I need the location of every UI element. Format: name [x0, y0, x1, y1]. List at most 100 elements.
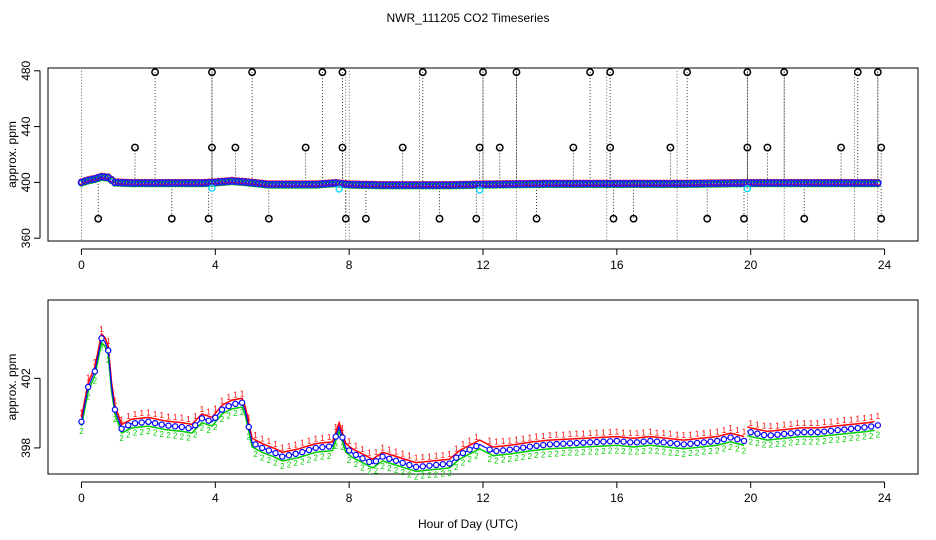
series-1-point: 1 — [347, 437, 352, 446]
series-1-point: 1 — [748, 419, 753, 428]
spike-mid-point — [837, 143, 845, 152]
series-3-point — [459, 449, 467, 457]
series-2-point: 2 — [193, 431, 198, 440]
series-2-point: 2 — [862, 433, 867, 442]
series-2-point: 2 — [682, 450, 687, 459]
spike-low-point — [94, 214, 103, 223]
series-1-point: 1 — [822, 418, 827, 427]
spike-mid-point — [763, 143, 772, 152]
series-3-point — [312, 444, 319, 452]
series-2-point: 2 — [655, 447, 660, 456]
baseline-point-blue — [874, 179, 882, 187]
series-1-point: 1 — [213, 404, 218, 413]
series-1-point: 1 — [494, 438, 499, 447]
series-3-point — [714, 437, 721, 445]
series-3-point — [787, 430, 795, 437]
series-2-point: 2 — [842, 435, 847, 444]
series-2-point: 2 — [200, 424, 205, 433]
spike-mid-point — [208, 143, 216, 152]
series-3-point — [171, 423, 179, 430]
series-1-point: 1 — [548, 431, 553, 440]
series-1-point: 1 — [655, 428, 660, 437]
spike-mid-point — [877, 143, 886, 152]
series-2-point: 2 — [802, 438, 807, 447]
spike-low-point — [435, 214, 444, 223]
series-2-point: 2 — [581, 448, 586, 457]
x-tick-label: 4 — [212, 491, 219, 505]
series-3-point — [352, 451, 360, 459]
series-1-point: 1 — [360, 445, 365, 454]
series-3-point — [566, 440, 574, 447]
series-1-point: 1 — [233, 390, 238, 399]
series-2-point: 2 — [474, 452, 479, 461]
series-1-point: 1 — [139, 409, 144, 418]
series-1-point: 1 — [93, 358, 98, 367]
series-2-point: 2 — [574, 448, 579, 457]
series-1-point: 1 — [387, 445, 392, 454]
series-3-point — [687, 440, 694, 447]
series-1-point: 1 — [501, 437, 506, 446]
series-1-point: 1 — [119, 415, 124, 424]
series-2-point: 2 — [755, 439, 760, 448]
series-3-point — [406, 461, 413, 469]
series-3-point — [299, 448, 306, 456]
spike-mid-point — [666, 143, 675, 152]
series-2-point: 2 — [635, 448, 640, 457]
series-2-point: 2 — [521, 453, 526, 462]
series-2-point: 2 — [467, 455, 472, 464]
series-3-point — [265, 447, 273, 454]
series-1-point: 1 — [200, 405, 205, 414]
spike-low-point — [877, 214, 886, 223]
series-1-point: 1 — [374, 448, 379, 457]
series-1-point: 1 — [795, 419, 800, 428]
spike-low-point — [167, 214, 176, 223]
series-2-point: 2 — [454, 463, 459, 472]
spike-low-point — [609, 214, 618, 223]
x-tick-label: 0 — [78, 491, 85, 505]
series-1-point: 1 — [621, 428, 626, 437]
series-1-point: 1 — [601, 428, 606, 437]
spike-high-point — [683, 68, 692, 77]
series-3-point — [131, 419, 139, 427]
series-3-point — [245, 423, 252, 431]
series-2-point: 2 — [608, 447, 613, 456]
series-1-point: 1 — [226, 393, 231, 402]
series-1-point: 1 — [327, 433, 332, 442]
series-3-point — [372, 458, 380, 465]
series-3-point — [91, 368, 99, 375]
series-2-point: 2 — [320, 453, 325, 462]
series-2-point: 2 — [240, 408, 245, 417]
series-2-point: 2 — [106, 356, 111, 365]
series-1-point: 1 — [133, 410, 138, 419]
series-3-point — [767, 432, 774, 439]
series-1-point: 1 — [815, 419, 820, 428]
series-1-point: 1 — [79, 408, 84, 417]
series-1-point: 1 — [755, 420, 760, 429]
series-2-point: 2 — [387, 464, 392, 473]
series-2-point: 2 — [313, 453, 318, 462]
series-3-point — [493, 447, 500, 455]
series-2-point: 2 — [327, 452, 332, 461]
series-3-point — [807, 429, 815, 436]
series-2-point: 2 — [119, 434, 124, 443]
series-3-point — [252, 441, 259, 448]
series-2-point: 2 — [782, 439, 787, 448]
spike-high-point — [853, 68, 862, 77]
series-2-point: 2 — [494, 456, 499, 465]
series-1-point: 1 — [789, 420, 794, 429]
series-3-point — [794, 429, 801, 436]
series-3-point — [466, 446, 473, 453]
spike-high-point — [780, 68, 789, 77]
series-1-point: 1 — [434, 452, 439, 461]
series-3-point — [593, 438, 600, 446]
series-2-point: 2 — [260, 453, 265, 462]
x-axis-label: Hour of Day (UTC) — [418, 517, 518, 531]
baseline-point-blue — [87, 175, 96, 184]
series-2-point: 2 — [374, 467, 379, 476]
baseline-point-blue — [91, 175, 99, 183]
series-1-point: 1 — [574, 430, 579, 439]
series-3-point — [319, 444, 326, 451]
series-3-point — [667, 439, 674, 447]
series-1-point: 1 — [166, 412, 171, 421]
baseline-point-blue — [81, 177, 89, 186]
